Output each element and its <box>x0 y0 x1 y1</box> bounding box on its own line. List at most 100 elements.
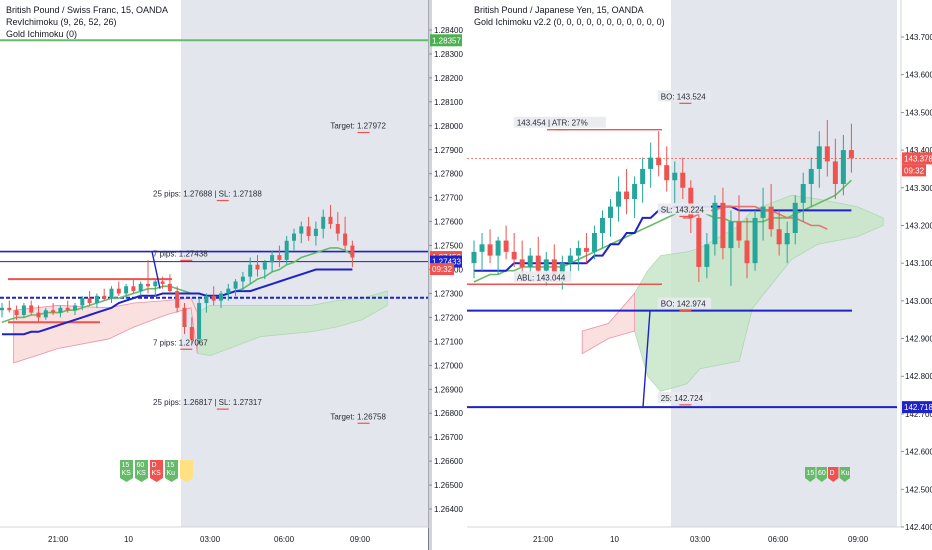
left-price-tick-label[interactable]: 1.27500 <box>434 242 463 251</box>
right-time-tick-label[interactable]: 06:00 <box>768 535 789 544</box>
right-price-tick-label[interactable]: 143.700 <box>905 33 932 42</box>
left-candle[interactable] <box>14 305 19 320</box>
right-candle[interactable] <box>591 225 597 260</box>
right-candle[interactable] <box>728 210 734 286</box>
left-candle[interactable] <box>299 221 304 244</box>
right-candle[interactable] <box>824 119 830 177</box>
right-time-tick-label[interactable]: 09:00 <box>848 535 869 544</box>
left-candle[interactable] <box>313 221 318 246</box>
right-status-badge[interactable]: Ku <box>839 467 851 482</box>
left-candle[interactable] <box>160 276 165 289</box>
left-candle[interactable] <box>167 274 172 294</box>
left-candle[interactable] <box>36 305 41 323</box>
left-candle[interactable] <box>0 303 4 318</box>
right-time-tick-label[interactable]: 10 <box>610 535 619 544</box>
left-candle[interactable] <box>328 204 333 229</box>
right-candle[interactable] <box>648 142 654 188</box>
left-candle[interactable] <box>211 286 216 306</box>
left-candle[interactable] <box>43 307 48 320</box>
right-candle[interactable] <box>672 161 678 203</box>
right-price-tick-label[interactable]: 142.600 <box>905 448 932 457</box>
right-price-tick-label[interactable]: 142.800 <box>905 372 932 381</box>
left-price-tick-label[interactable]: 1.26700 <box>434 433 463 442</box>
right-candle[interactable] <box>471 240 477 279</box>
right-candle[interactable] <box>583 233 589 264</box>
left-candle[interactable] <box>94 293 99 308</box>
right-price-tag[interactable]: 143.378 <box>902 152 932 165</box>
right-time-tick-label[interactable]: 03:00 <box>690 535 711 544</box>
left-candle[interactable] <box>270 250 275 272</box>
right-candle[interactable] <box>535 236 541 275</box>
right-price-tick-label[interactable]: 143.600 <box>905 71 932 80</box>
left-price-tick-label[interactable]: 1.26600 <box>434 457 463 466</box>
left-price-tick-label[interactable]: 1.27800 <box>434 170 463 179</box>
right-candle[interactable] <box>784 221 790 264</box>
left-candle[interactable] <box>102 288 107 301</box>
right-price-tick-label[interactable]: 142.500 <box>905 485 932 494</box>
left-status-badge[interactable]: DKS <box>150 460 163 482</box>
left-candle[interactable] <box>73 303 77 316</box>
right-candle[interactable] <box>479 233 485 271</box>
left-candle[interactable] <box>175 286 180 313</box>
right-candle[interactable] <box>696 206 702 282</box>
right-candle[interactable] <box>632 176 638 218</box>
left-candle[interactable] <box>29 300 34 316</box>
left-candle[interactable] <box>240 271 245 292</box>
right-candle[interactable] <box>616 176 622 222</box>
right-candle[interactable] <box>808 157 814 207</box>
right-candle[interactable] <box>608 199 614 237</box>
left-candle[interactable] <box>51 303 56 316</box>
right-candle[interactable] <box>575 240 581 271</box>
left-candle[interactable] <box>182 303 187 335</box>
left-candle[interactable] <box>124 283 129 299</box>
left-price-tick-label[interactable]: 1.26900 <box>434 385 463 394</box>
left-candle[interactable] <box>189 317 194 344</box>
right-candle[interactable] <box>792 195 798 245</box>
left-price-tick-label[interactable]: 1.26800 <box>434 409 463 418</box>
left-candle[interactable] <box>262 259 267 280</box>
left-price-tick-label[interactable]: 1.28000 <box>434 122 463 131</box>
left-candle[interactable] <box>284 235 289 265</box>
right-candle[interactable] <box>840 135 846 196</box>
right-candle[interactable] <box>503 225 509 260</box>
right-candle[interactable] <box>736 195 742 249</box>
left-candle[interactable] <box>226 283 231 301</box>
left-indicator-1[interactable]: RevIchimoku (9, 26, 52, 26) <box>6 17 117 27</box>
left-candle[interactable] <box>335 212 340 241</box>
left-candle[interactable] <box>219 291 223 308</box>
right-candle[interactable] <box>487 229 493 264</box>
right-status-badge[interactable]: D <box>828 467 839 482</box>
right-price-tick-label[interactable]: 143.000 <box>905 297 932 306</box>
left-candle[interactable] <box>153 279 158 296</box>
right-candle[interactable] <box>816 131 822 188</box>
left-candle[interactable] <box>65 300 70 313</box>
right-price-tick-label[interactable]: 143.500 <box>905 108 932 117</box>
right-candle[interactable] <box>656 131 662 177</box>
left-candle[interactable] <box>255 255 260 277</box>
right-price-tick-label[interactable]: 142.900 <box>905 335 932 344</box>
left-time-tick-label[interactable]: 21:00 <box>48 535 69 544</box>
right-price-tick-label[interactable]: 143.200 <box>905 221 932 230</box>
right-time-tick-label[interactable]: 21:00 <box>533 535 554 544</box>
right-status-badge[interactable]: 60 <box>816 467 828 482</box>
left-price-tick-label[interactable]: 1.27900 <box>434 146 463 155</box>
right-candle[interactable] <box>712 195 718 256</box>
left-price-tick-label[interactable]: 1.26400 <box>434 505 463 514</box>
left-candle[interactable] <box>277 245 282 268</box>
right-candle[interactable] <box>720 187 726 260</box>
right-price-tick-label[interactable]: 143.400 <box>905 146 932 155</box>
left-indicator-2[interactable]: Gold Ichimoku (0) <box>6 29 77 39</box>
left-candle[interactable] <box>58 305 63 318</box>
right-candle[interactable] <box>744 217 750 279</box>
left-time-tick-label[interactable]: 03:00 <box>200 535 221 544</box>
left-candle[interactable] <box>306 216 311 241</box>
left-candle[interactable] <box>7 300 12 313</box>
left-candle[interactable] <box>321 209 326 239</box>
right-price-tag[interactable]: 142.718 <box>902 401 932 414</box>
left-price-tick-label[interactable]: 1.27700 <box>434 194 463 203</box>
left-price-tick-label[interactable]: 1.26500 <box>434 481 463 490</box>
left-candle[interactable] <box>204 293 209 313</box>
left-candle[interactable] <box>197 298 202 344</box>
